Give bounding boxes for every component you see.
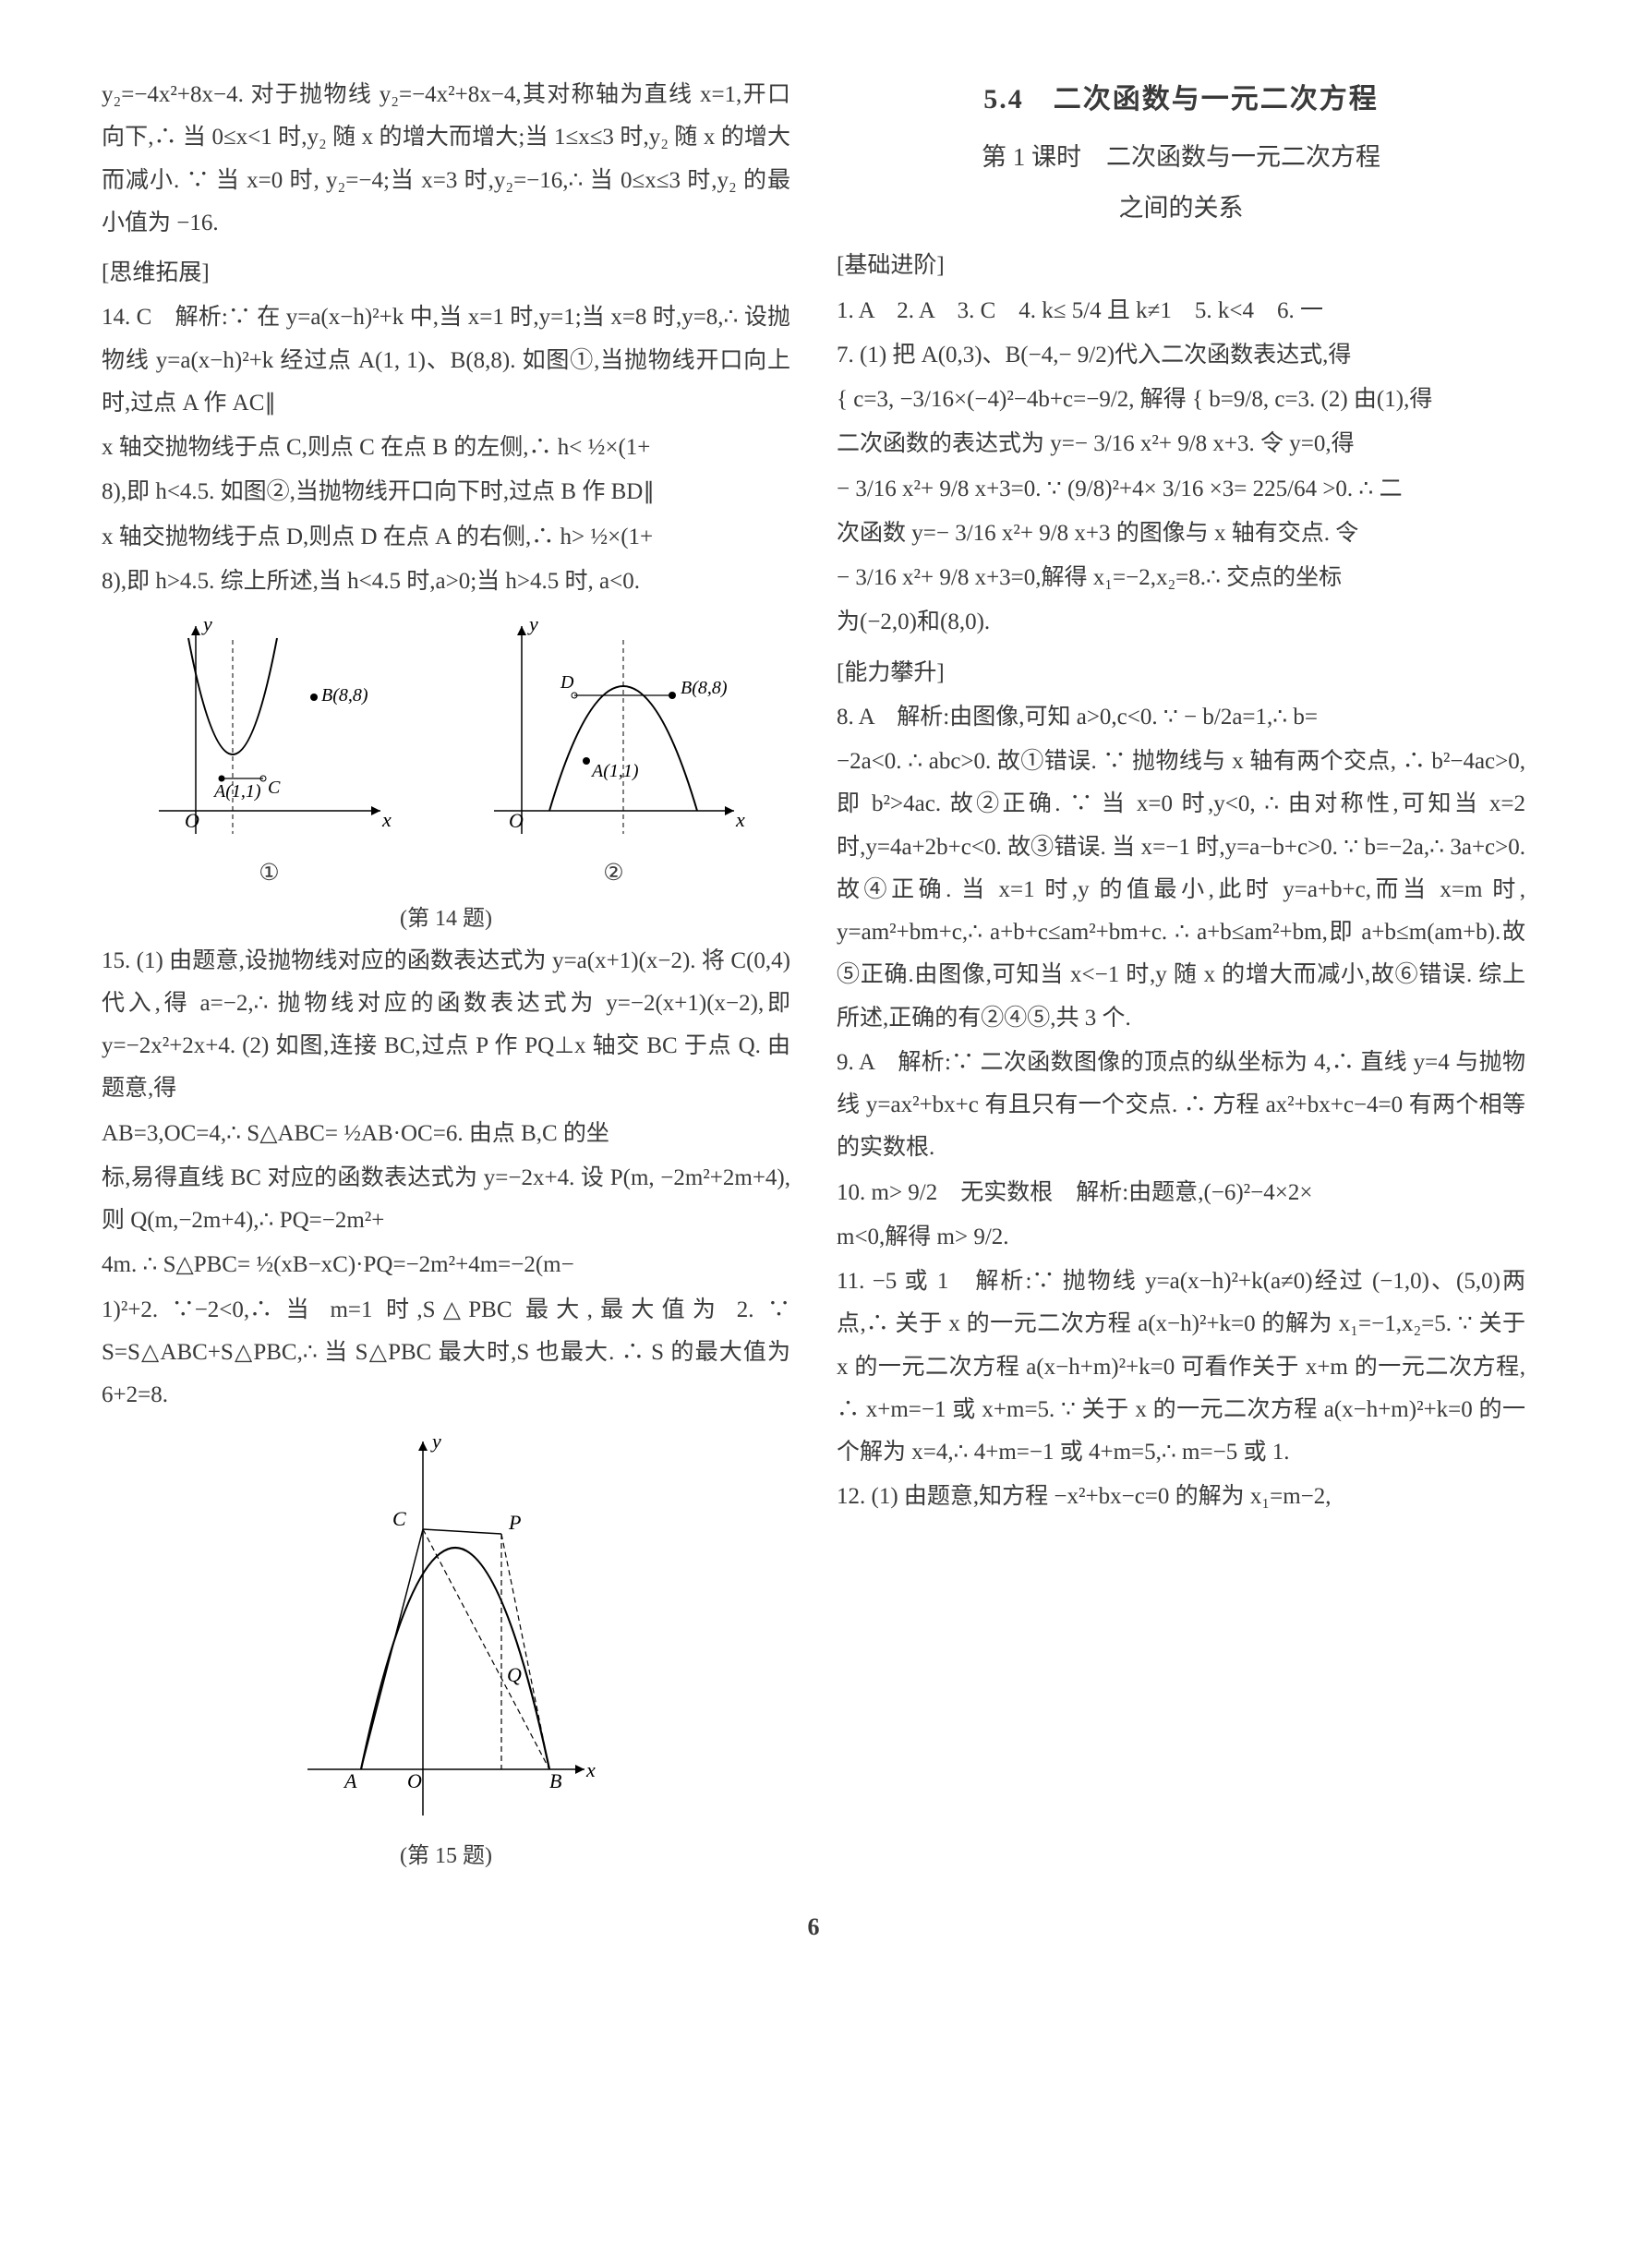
b-label-15: B xyxy=(549,1769,561,1792)
lesson-title: 第 1 课时 二次函数与一元二次方程 xyxy=(837,135,1525,181)
q7-a: 7. (1) 把 A(0,3)、B(−4,− 9/2)代入二次函数表达式,得 xyxy=(837,334,1525,377)
p-label-15: P xyxy=(508,1511,521,1534)
q7-e: 次函数 y=− 3/16 x²+ 9/8 x+3 的图像与 x 轴有交点. 令 xyxy=(837,513,1525,555)
q8-b: −2a<0. ∴ abc>0. 故①错误. ∵ 抛物线与 x 轴有两个交点, ∴… xyxy=(837,741,1525,1040)
siwei-label: [思维拓展] xyxy=(102,252,790,295)
y-axis-label: y xyxy=(201,612,212,635)
point-a-label: A(1,1) xyxy=(212,781,261,802)
q15-d: 4m. ∴ S△PBC= ½(xB−xC)·PQ=−2m²+4m=−2(m− xyxy=(102,1244,790,1286)
x-axis-label: x xyxy=(381,808,392,831)
q-label-15: Q xyxy=(507,1663,522,1686)
q7-d: − 3/16 x²+ 9/8 x+3=0. ∵ (9/8)²+4× 3/16 ×… xyxy=(837,468,1525,511)
fig14-caption: (第 14 题) xyxy=(102,899,790,939)
q15-e: 1)²+2. ∵−2<0,∴ 当 m=1 时,S△PBC 最大,最大值为 2. … xyxy=(102,1289,790,1418)
parabola-triangle-icon: O x y A B C P Q xyxy=(289,1428,603,1834)
q14-line3: 8),即 h<4.5. 如图②,当抛物线开口向下时,过点 B 作 BD∥ xyxy=(102,471,790,513)
jichu-label: [基础进阶] xyxy=(837,245,1525,287)
c-label-15: C xyxy=(392,1507,406,1530)
point-a-label-2: A(1,1) xyxy=(590,761,639,781)
circle-1-label: ① xyxy=(140,852,399,895)
intro-para: y₂=−4x²+8x−4. 对于抛物线 y₂=−4x²+8x−4,其对称轴为直线… xyxy=(102,74,790,245)
q14-line5: 8),即 h>4.5. 综上所述,当 h<4.5 时,a>0;当 h>4.5 时… xyxy=(102,561,790,603)
fig15-caption: (第 15 题) xyxy=(102,1836,790,1876)
q15-a: 15. (1) 由题意,设抛物线对应的函数表达式为 y=a(x+1)(x−2).… xyxy=(102,940,790,1111)
q7-c: 二次函数的表达式为 y=− 3/16 x²+ 9/8 x+3. 令 y=0,得 xyxy=(837,423,1525,465)
x-axis-label-2: x xyxy=(735,808,745,831)
q7-f: − 3/16 x²+ 9/8 x+3=0,解得 x₁=−2,x₂=8.∴ 交点的… xyxy=(837,557,1525,599)
q14-line4: x 轴交抛物线于点 D,则点 D 在点 A 的右侧,∴ h> ½×(1+ xyxy=(102,516,790,559)
q8-a: 8. A 解析:由图像,可知 a>0,c<0. ∵ − b/2a=1,∴ b= xyxy=(837,696,1525,739)
q7-b: { c=3, −3/16×(−4)²−4b+c=−9/2, 解得 { b=9/8… xyxy=(837,379,1525,421)
point-b-label-2: B(8,8) xyxy=(681,678,728,698)
origin-label: O xyxy=(185,809,199,832)
q15-c: 标,易得直线 BC 对应的函数表达式为 y=−2x+4. 设 P(m, −2m²… xyxy=(102,1157,790,1243)
y-axis-label-2: y xyxy=(527,612,538,635)
point-c-label: C xyxy=(268,778,281,798)
subtitle: 之间的关系 xyxy=(837,186,1525,232)
o-label-15: O xyxy=(407,1769,422,1792)
q10-b: m<0,解得 m> 9/2. xyxy=(837,1216,1525,1259)
q10-a: 10. m> 9/2 无实数根 解析:由题意,(−6)²−4×2× xyxy=(837,1172,1525,1214)
left-column: y₂=−4x²+8x−4. 对于抛物线 y₂=−4x²+8x−4,其对称轴为直线… xyxy=(102,74,790,1877)
section-title: 5.4 二次函数与一元二次方程 xyxy=(837,74,1525,126)
q15-b: AB=3,OC=4,∴ S△ABC= ½AB·OC=6. 由点 B,C 的坐 xyxy=(102,1113,790,1155)
figure-14-left: O x y A(1,1) C B(8,8) ① xyxy=(140,612,399,895)
figure-15: O x y A B C P Q (第 15 题) xyxy=(102,1428,790,1876)
origin-label-2: O xyxy=(509,809,524,832)
q14-line2: x 轴交抛物线于点 C,则点 C 在点 B 的左侧,∴ h< ½×(1+ xyxy=(102,427,790,469)
nengli-label: [能力攀升] xyxy=(837,652,1525,694)
figure-14-right: O x y A(1,1) D B(8,8) ② xyxy=(476,612,753,895)
page-number: 6 xyxy=(102,1905,1525,1949)
parabola-up-icon: O x y A(1,1) C B(8,8) xyxy=(140,612,399,852)
page-columns: y₂=−4x²+8x−4. 对于抛物线 y₂=−4x²+8x−4,其对称轴为直线… xyxy=(102,74,1525,1877)
x-label-15: x xyxy=(585,1758,596,1781)
y-label-15: y xyxy=(430,1430,441,1453)
q11: 11. −5 或 1 解析:∵ 抛物线 y=a(x−h)²+k(a≠0)经过 (… xyxy=(837,1261,1525,1474)
point-d-label: D xyxy=(560,672,574,693)
figure-14-row: O x y A(1,1) C B(8,8) ① xyxy=(102,612,790,895)
q14-line1: 14. C 解析:∵ 在 y=a(x−h)²+k 中,当 x=1 时,y=1;当… xyxy=(102,296,790,425)
right-column: 5.4 二次函数与一元二次方程 第 1 课时 二次函数与一元二次方程 之间的关系… xyxy=(837,74,1525,1877)
q12: 12. (1) 由题意,知方程 −x²+bx−c=0 的解为 x₁=m−2, xyxy=(837,1476,1525,1518)
q9: 9. A 解析:∵ 二次函数图像的顶点的纵坐标为 4,∴ 直线 y=4 与抛物线… xyxy=(837,1042,1525,1170)
parabola-down-icon: O x y A(1,1) D B(8,8) xyxy=(476,612,753,852)
circle-2-label: ② xyxy=(476,852,753,895)
point-b-label: B(8,8) xyxy=(321,685,368,706)
q7-g: 为(−2,0)和(8,0). xyxy=(837,601,1525,644)
a-label-15: A xyxy=(343,1769,357,1792)
answers-1-6: 1. A 2. A 3. C 4. k≤ 5/4 且 k≠1 5. k<4 6.… xyxy=(837,290,1525,332)
